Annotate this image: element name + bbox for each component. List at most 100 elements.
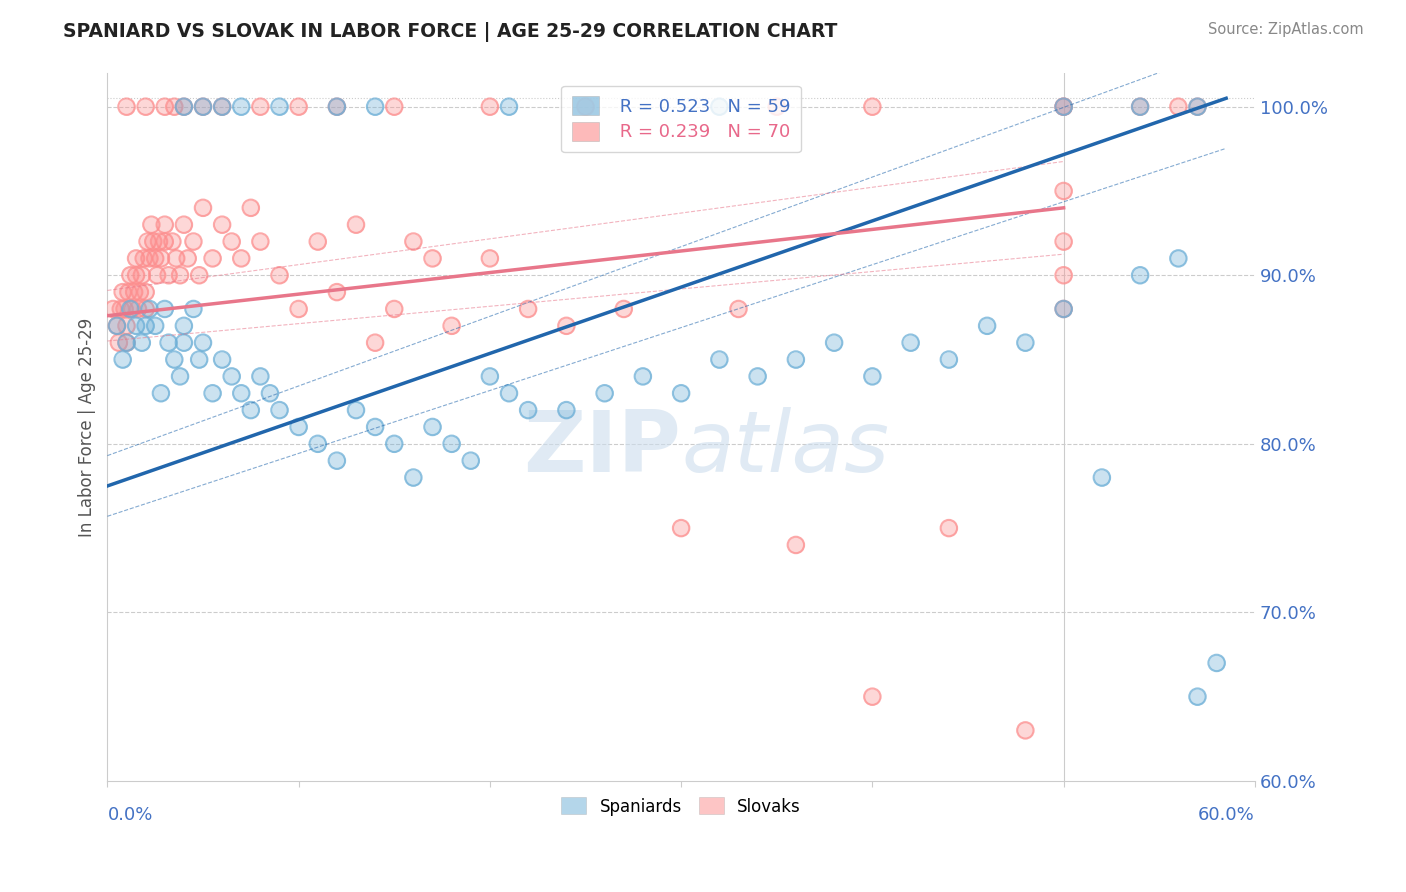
- Point: [163, 100, 186, 114]
- Point: [269, 100, 291, 114]
- Point: [231, 100, 253, 114]
- Point: [765, 100, 787, 114]
- Point: [1129, 268, 1152, 283]
- Point: [188, 352, 211, 367]
- Point: [131, 268, 153, 283]
- Point: [173, 335, 195, 350]
- Point: [478, 252, 501, 266]
- Point: [1167, 252, 1189, 266]
- Point: [402, 235, 425, 249]
- Point: [148, 235, 170, 249]
- Point: [709, 352, 731, 367]
- Point: [249, 100, 271, 114]
- Point: [976, 318, 998, 333]
- Point: [860, 690, 883, 704]
- Point: [105, 318, 128, 333]
- Point: [125, 268, 148, 283]
- Point: [1052, 100, 1074, 114]
- Point: [364, 335, 387, 350]
- Point: [287, 420, 309, 434]
- Point: [259, 386, 281, 401]
- Point: [1187, 690, 1209, 704]
- Point: [111, 352, 134, 367]
- Point: [143, 318, 166, 333]
- Point: [211, 352, 233, 367]
- Point: [709, 100, 731, 114]
- Point: [287, 100, 309, 114]
- Point: [785, 352, 807, 367]
- Point: [138, 301, 160, 316]
- Point: [115, 335, 138, 350]
- Point: [344, 403, 367, 417]
- Point: [157, 335, 180, 350]
- Text: atlas: atlas: [681, 407, 889, 490]
- Legend: Spaniards, Slovaks: Spaniards, Slovaks: [555, 790, 807, 822]
- Point: [135, 318, 157, 333]
- Point: [269, 403, 291, 417]
- Point: [138, 252, 160, 266]
- Point: [131, 335, 153, 350]
- Point: [1187, 100, 1209, 114]
- Point: [143, 318, 166, 333]
- Point: [127, 301, 149, 316]
- Point: [201, 386, 224, 401]
- Point: [231, 252, 253, 266]
- Point: [201, 252, 224, 266]
- Point: [135, 285, 157, 299]
- Point: [142, 235, 165, 249]
- Point: [128, 285, 150, 299]
- Point: [249, 235, 271, 249]
- Point: [249, 100, 271, 114]
- Point: [138, 301, 160, 316]
- Point: [115, 318, 138, 333]
- Point: [188, 352, 211, 367]
- Point: [153, 301, 176, 316]
- Point: [938, 352, 960, 367]
- Point: [860, 100, 883, 114]
- Point: [162, 235, 184, 249]
- Point: [249, 369, 271, 384]
- Point: [115, 318, 138, 333]
- Point: [402, 235, 425, 249]
- Point: [101, 301, 124, 316]
- Point: [860, 690, 883, 704]
- Point: [1052, 184, 1074, 198]
- Point: [555, 318, 578, 333]
- Point: [131, 268, 153, 283]
- Point: [269, 268, 291, 283]
- Point: [173, 218, 195, 232]
- Point: [183, 235, 205, 249]
- Point: [613, 301, 636, 316]
- Point: [460, 453, 482, 467]
- Point: [211, 100, 233, 114]
- Point: [191, 100, 214, 114]
- Point: [153, 218, 176, 232]
- Point: [440, 318, 463, 333]
- Point: [1129, 268, 1152, 283]
- Point: [114, 301, 136, 316]
- Point: [239, 403, 262, 417]
- Point: [173, 318, 195, 333]
- Point: [517, 403, 540, 417]
- Point: [747, 369, 769, 384]
- Point: [127, 301, 149, 316]
- Point: [117, 285, 139, 299]
- Point: [122, 285, 145, 299]
- Point: [211, 100, 233, 114]
- Point: [122, 285, 145, 299]
- Point: [163, 100, 186, 114]
- Point: [1052, 301, 1074, 316]
- Point: [259, 386, 281, 401]
- Point: [191, 100, 214, 114]
- Point: [498, 386, 520, 401]
- Point: [146, 268, 169, 283]
- Point: [440, 437, 463, 451]
- Point: [125, 318, 148, 333]
- Point: [1052, 235, 1074, 249]
- Y-axis label: In Labor Force | Age 25-29: In Labor Force | Age 25-29: [79, 318, 96, 537]
- Point: [307, 437, 329, 451]
- Point: [191, 335, 214, 350]
- Point: [823, 335, 845, 350]
- Point: [478, 369, 501, 384]
- Point: [269, 100, 291, 114]
